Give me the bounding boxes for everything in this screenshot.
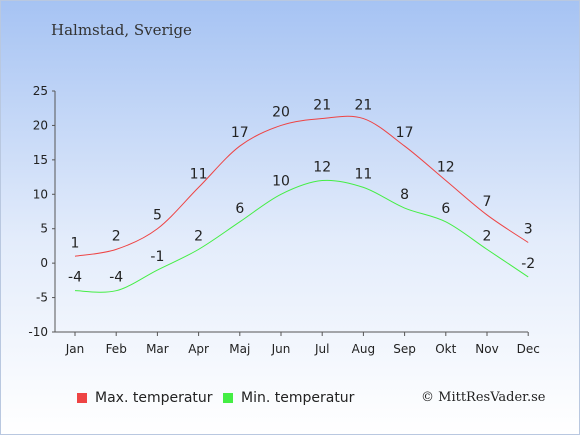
min-data-label: 11: [354, 166, 372, 182]
x-tick-label: Dec: [517, 342, 540, 356]
min-data-label: -2: [521, 256, 535, 272]
legend-label-max: Max. temperatur: [95, 390, 213, 406]
y-tick-label: 5: [40, 222, 48, 236]
legend-label-min: Min. temperatur: [241, 390, 355, 406]
max-data-label: 5: [153, 208, 162, 224]
max-data-label: 1: [71, 235, 80, 251]
min-data-label: 8: [400, 187, 409, 203]
copyright-text: © MittResVader.se: [421, 390, 546, 405]
min-temperature-line: [74, 179, 529, 293]
x-tick-label: Apr: [188, 342, 209, 356]
max-data-label: 20: [272, 104, 290, 120]
max-data-label: 7: [483, 194, 492, 210]
x-tick-label: Maj: [229, 342, 250, 356]
x-tick-label: Nov: [475, 342, 498, 356]
max-data-label: 21: [354, 98, 372, 114]
x-tick-label: Jan: [65, 342, 85, 356]
min-data-label: 2: [483, 228, 492, 244]
legend-swatch-min: [223, 393, 233, 403]
y-tick-label: 0: [40, 256, 48, 270]
min-data-label: 6: [235, 201, 244, 217]
location-title: Halmstad, Sverige: [51, 21, 192, 39]
min-data-label: -4: [68, 270, 82, 286]
y-tick-label: 15: [33, 153, 48, 167]
max-data-label: 21: [313, 98, 331, 114]
max-data-label: 3: [524, 221, 533, 237]
y-tick-label: 20: [33, 118, 48, 132]
max-temperature-line: [74, 115, 529, 257]
y-tick-label: -5: [36, 291, 48, 305]
legend-item-min: Min. temperatur: [223, 390, 354, 406]
min-data-label: 12: [313, 160, 331, 176]
y-tick-label: -10: [28, 325, 48, 339]
min-data-label: 10: [272, 173, 290, 189]
legend-item-max: Max. temperatur: [77, 390, 213, 406]
x-tick-label: Okt: [435, 342, 456, 356]
min-data-label: -4: [109, 270, 123, 286]
max-data-label: 17: [231, 125, 249, 141]
x-tick-label: Aug: [352, 342, 375, 356]
min-data-label: -1: [150, 249, 164, 265]
x-tick-label: Sep: [393, 342, 416, 356]
x-tick-label: Mar: [146, 342, 169, 356]
max-data-label: 12: [437, 160, 455, 176]
legend-swatch-max: [77, 393, 87, 403]
x-tick-label: Jul: [314, 342, 329, 356]
y-tick-label: 25: [33, 84, 48, 98]
max-data-label: 2: [112, 228, 121, 244]
max-data-label: 17: [396, 125, 414, 141]
x-tick-label: Feb: [106, 342, 127, 356]
min-data-label: 6: [441, 201, 450, 217]
min-data-label: 2: [194, 228, 203, 244]
y-tick-label: 10: [33, 187, 48, 201]
max-data-label: 11: [190, 166, 208, 182]
x-tick-label: Jun: [271, 342, 291, 356]
